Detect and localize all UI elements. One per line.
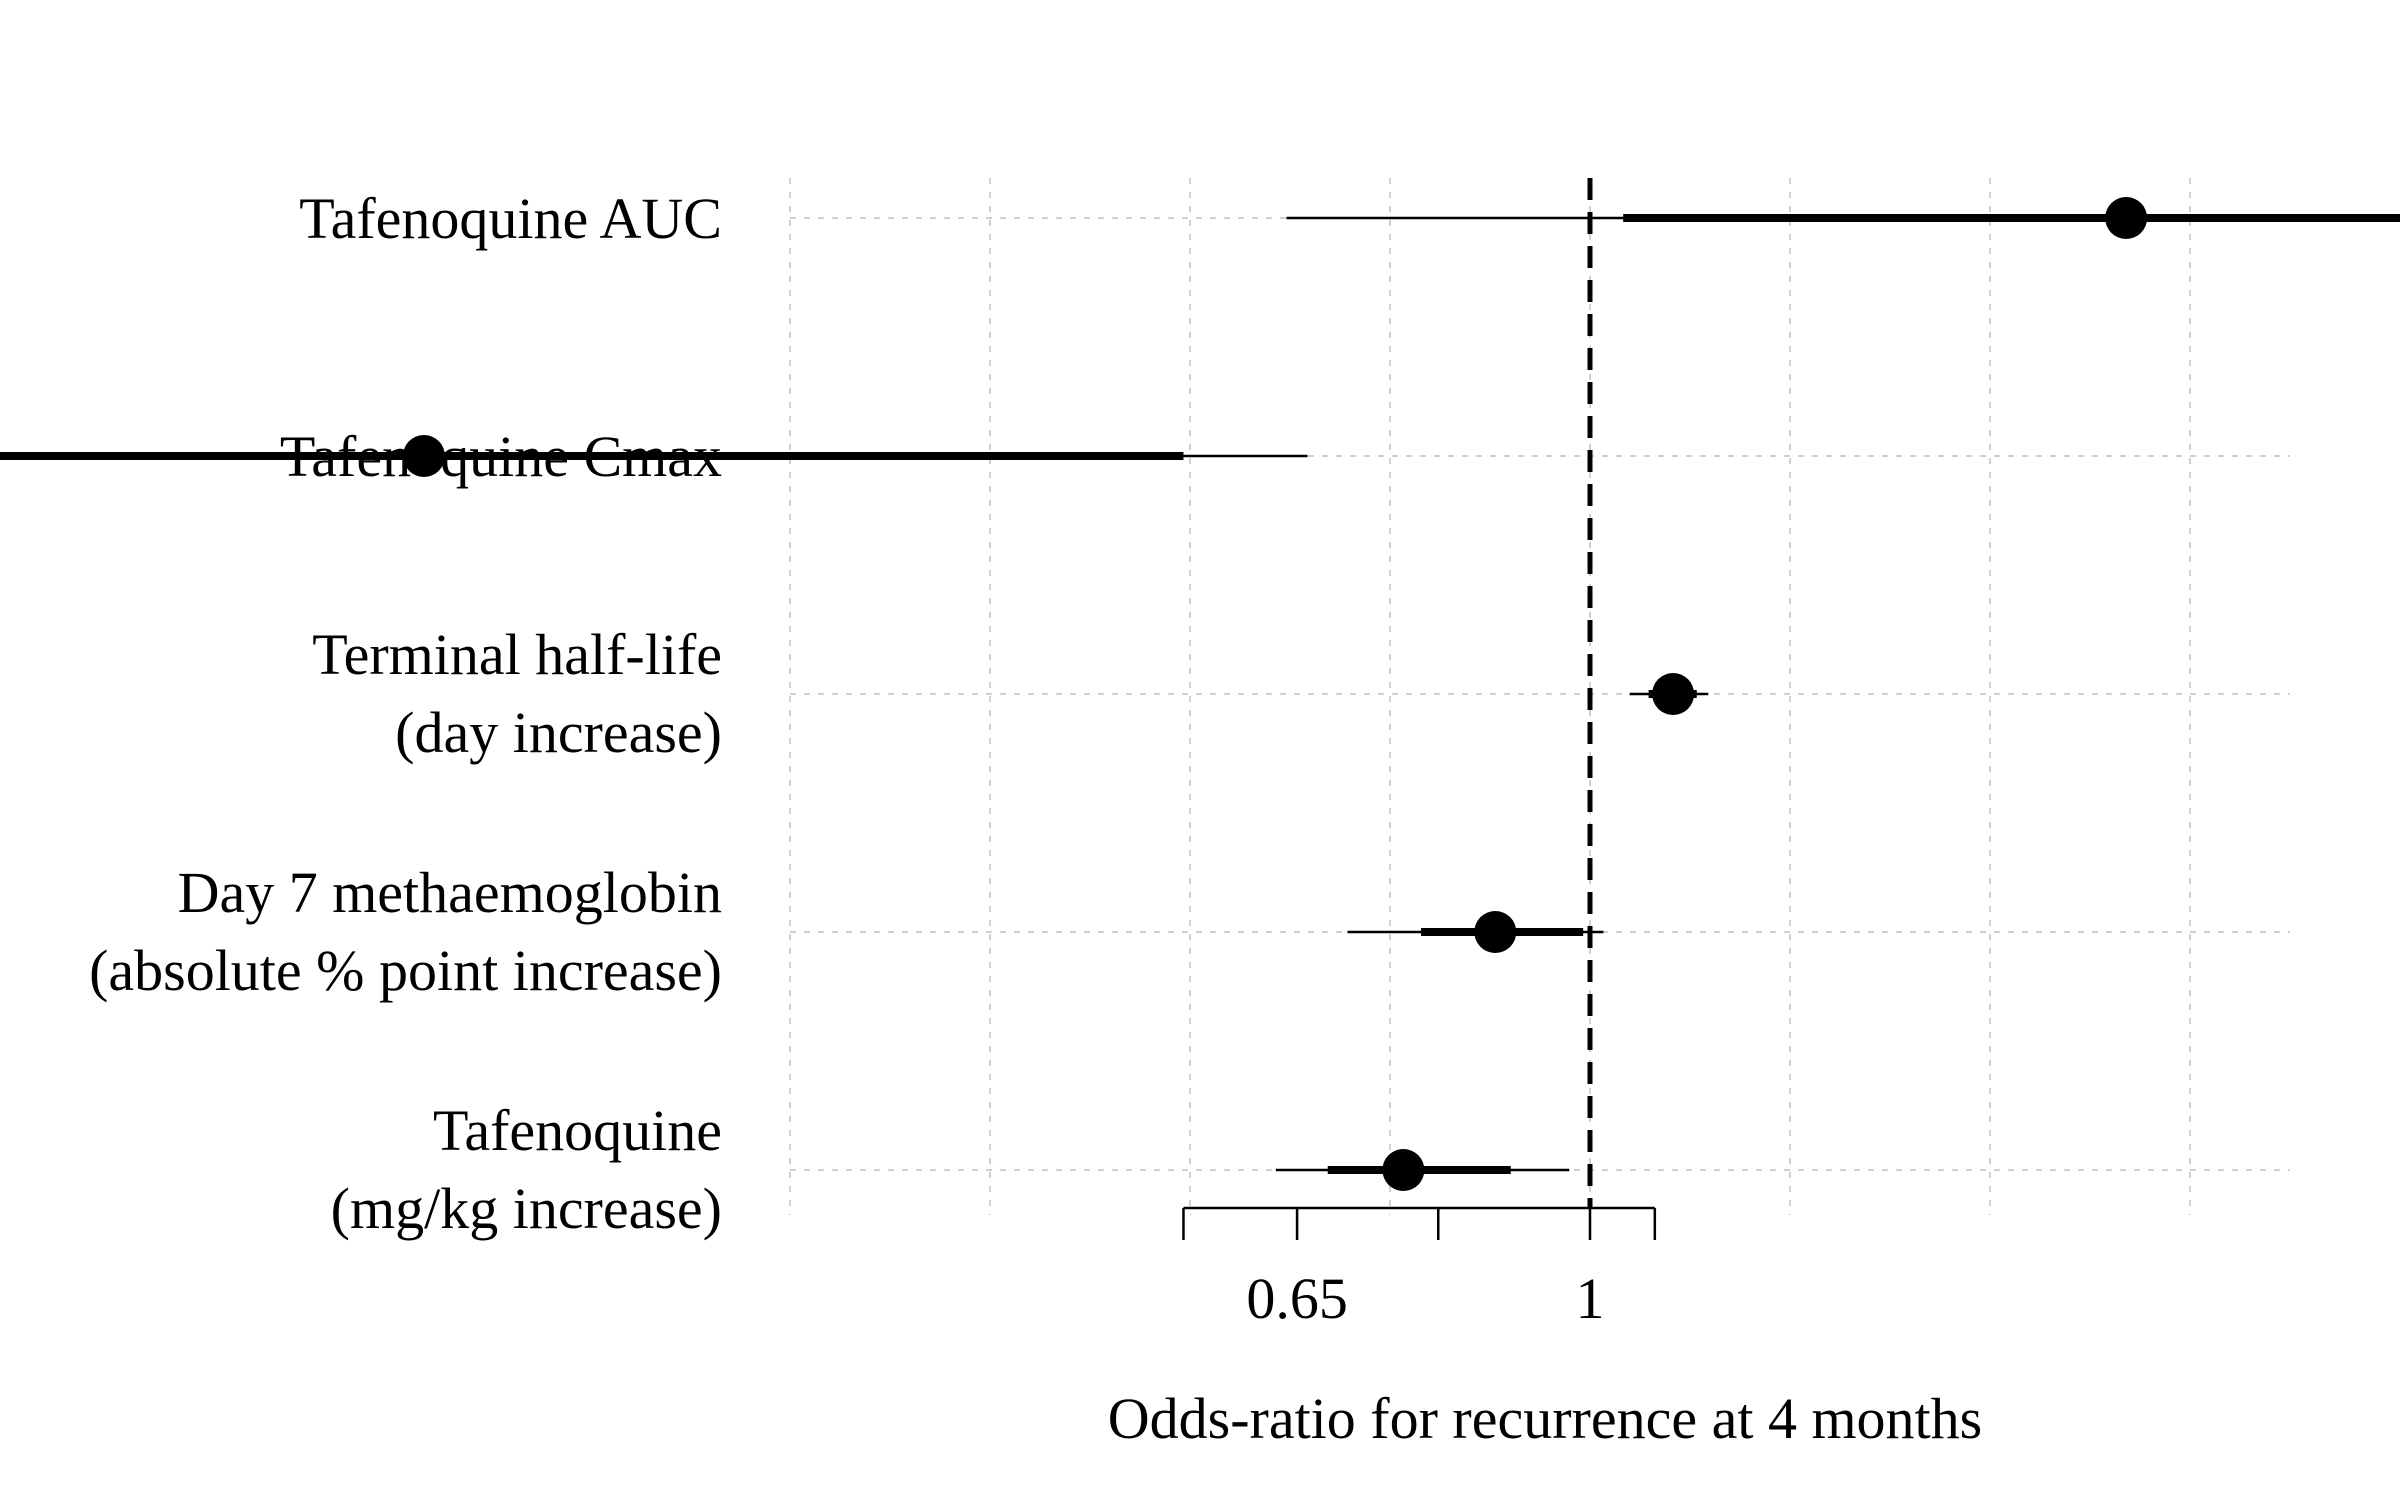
horizontal-gridlines [790, 217, 2290, 1171]
row-label-line: Tafenoquine Cmax [280, 424, 722, 489]
forest-row: Tafenoquine AUC [299, 186, 2400, 251]
estimate-point [1474, 911, 1517, 953]
row-label-line: Terminal half-life [312, 622, 722, 687]
forest-rows: Tafenoquine AUC Tafenoquine Cmax Terminal … [0, 186, 2400, 1241]
row-label-line: (absolute % point increase) [89, 938, 722, 1003]
estimate-point [1382, 1149, 1425, 1191]
forest-row: Tafenoquine (mg/kg increase) [331, 1098, 1570, 1241]
forest-row: Terminal half-life (day increase) [312, 622, 1709, 765]
forest-row: Tafenoquine Cmax [0, 424, 1308, 489]
axis-tick-label: 1 [1576, 1266, 1605, 1331]
forest-row: Day 7 methaemoglobin (absolute % point in… [89, 860, 1604, 1003]
x-axis: 0.65 1 [1182, 1206, 1657, 1331]
x-axis-title: Odds-ratio for recurrence at 4 months [1108, 1386, 1983, 1451]
row-label-line: (mg/kg increase) [331, 1176, 722, 1241]
row-label-line: (day increase) [395, 700, 722, 765]
row-label-line: Tafenoquine AUC [299, 186, 722, 251]
row-label-line: Day 7 methaemoglobin [178, 860, 722, 925]
vertical-gridlines [789, 178, 2191, 1215]
estimate-point [1652, 673, 1695, 715]
row-label-line: Tafenoquine [433, 1098, 722, 1163]
axis-tick-label: 0.65 [1246, 1266, 1348, 1331]
estimate-point [2105, 197, 2148, 239]
estimate-point [402, 435, 445, 477]
